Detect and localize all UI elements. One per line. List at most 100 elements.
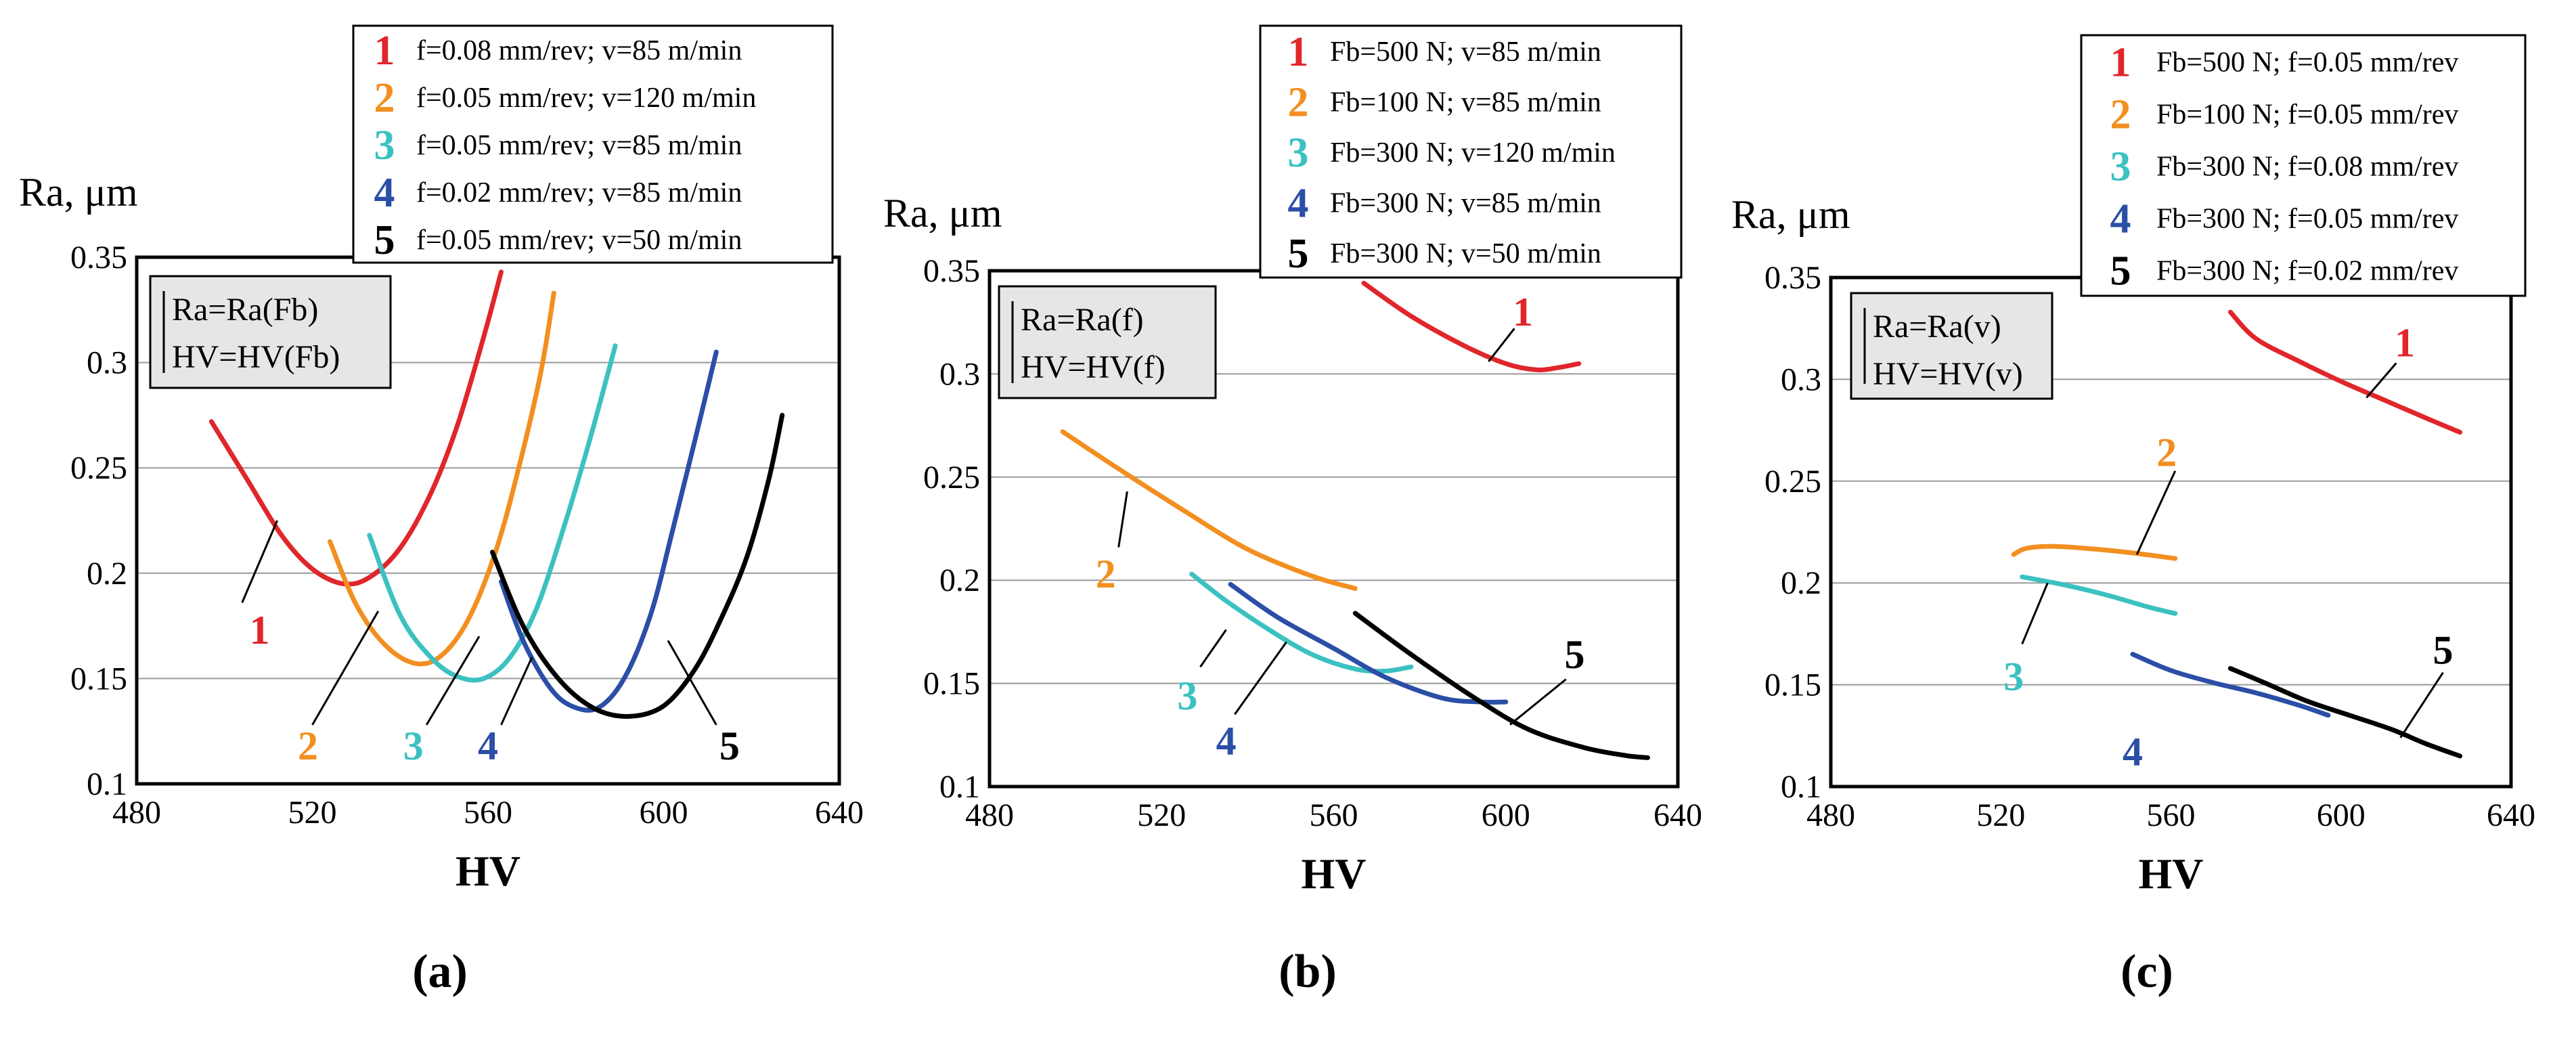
ytick-label-c-0: 0.1 [1781,769,1821,805]
ytick-label-a-0: 0.1 [87,766,127,802]
legend-number-a-2: 2 [374,75,395,121]
legend-text-b-4: Fb=300 N; v=85 m/min [1330,187,1601,219]
xtick-label-b-4: 640 [1653,797,1702,833]
legend-number-b-4: 4 [1288,180,1309,226]
xtick-label-a-2: 560 [464,795,512,831]
panel-label-b: (b) [1279,946,1337,998]
curve-label-b-3: 3 [1177,674,1197,718]
chart-panel-b: 0.1 0.15 0.2 0.25 0.3 0.35 480 520 560 600 640 Ra, … [883,24,1702,998]
panel-label-c: (c) [2120,946,2173,998]
relation-line-b-0: Ra=Ra(f) [1021,302,1144,338]
xtick-label-b-3: 600 [1482,797,1530,833]
legend-box-a [352,24,834,264]
legend-text-c-4: Fb=300 N; f=0.05 mm/rev [2156,204,2458,235]
series-line-b-5 [1352,611,1650,760]
chart-panel-a: 0.1 0.15 0.2 0.25 0.3 0.35 480 520 560 600 640 Ra, … [19,24,864,998]
curve-label-c-3: 3 [2003,655,2024,699]
legend-text-b-2: Fb=100 N; v=85 m/min [1330,87,1601,118]
series-line-c-1 [2227,309,2463,435]
legend-number-c-2: 2 [2110,92,2131,138]
ytick-label-a-2: 0.2 [87,556,127,592]
relation-line-a-1: HV=HV(Fb) [172,339,340,375]
ytick-label-b-4: 0.3 [939,356,980,392]
legend-number-a-1: 1 [374,28,395,74]
series-line-b-3 [1189,571,1414,674]
relation-line-c-0: Ra=Ra(v) [1873,309,2001,345]
curve-label-b-1: 1 [1513,290,1533,334]
xtick-label-c-0: 480 [1806,797,1855,833]
legend-number-a-4: 4 [374,170,395,216]
ytick-label-a-1: 0.15 [70,661,127,697]
panel-label-a: (a) [412,946,468,998]
curve-label-b-2: 2 [1096,552,1116,596]
series-line-a-2 [328,290,556,667]
legend-text-c-2: Fb=100 N; f=0.05 mm/rev [2156,100,2458,131]
y-axis-label-b: Ra, μm [883,191,1002,236]
curve-label-c-1: 1 [2395,320,2415,365]
legend-text-c-1: Fb=500 N; f=0.05 mm/rev [2156,47,2458,79]
y-axis-label-a: Ra, μm [19,170,138,215]
curve-label-c-5: 5 [2433,627,2453,672]
ytick-label-b-3: 0.25 [923,460,980,495]
curve-label-b-4: 4 [1216,719,1237,764]
xtick-label-a-4: 640 [815,795,864,831]
series-line-c-5 [2227,666,2463,759]
legend-text-a-2: f=0.05 mm/rev; v=120 m/min [416,83,756,114]
series-line-b-2 [1060,429,1358,591]
legend-number-c-3: 3 [2110,144,2131,190]
legend-number-b-2: 2 [1288,80,1309,126]
legend-text-b-1: Fb=500 N; v=85 m/min [1330,37,1601,68]
leader-line-a-1 [241,520,278,603]
leader-line-b-1 [1488,328,1515,363]
series-line-b-4 [1228,581,1509,705]
ytick-label-c-5: 0.35 [1764,260,1821,296]
curve-label-a-2: 2 [298,724,318,768]
series-line-a-1 [208,269,504,587]
legend-number-b-3: 3 [1288,130,1309,176]
ytick-label-a-3: 0.25 [70,450,127,486]
legend-box-c [2080,34,2527,297]
leader-line-c-2 [2135,470,2177,555]
ytick-label-a-5: 0.35 [70,240,127,275]
leader-line-a-5 [667,640,717,726]
ytick-label-c-4: 0.3 [1781,361,1821,397]
relation-line-c-1: HV=HV(v) [1873,356,2023,392]
series-line-c-3 [2020,574,2178,616]
relation-box-b [998,285,1217,399]
legend-box-b [1259,24,1683,279]
ytick-label-b-0: 0.1 [939,769,980,805]
legend-number-a-3: 3 [374,123,395,169]
legend-text-a-5: f=0.05 mm/rev; v=50 m/min [416,225,742,256]
curve-label-b-5: 5 [1564,632,1584,677]
ytick-label-a-4: 0.3 [87,345,127,381]
curve-label-a-3: 3 [403,724,424,768]
xtick-label-c-2: 560 [2147,797,2196,833]
ytick-label-c-1: 0.15 [1764,667,1821,703]
legend-text-c-3: Fb=300 N; f=0.08 mm/rev [2156,152,2458,183]
xtick-label-c-1: 520 [1976,797,2025,833]
curve-label-a-4: 4 [478,724,498,768]
curve-label-c-2: 2 [2156,431,2177,475]
chart-panel-c: 0.1 0.15 0.2 0.25 0.3 0.35 480 520 560 600 640 Ra, … [1731,34,2535,998]
xtick-label-c-3: 600 [2317,797,2366,833]
relation-line-b-1: HV=HV(f) [1021,349,1165,385]
x-axis-label-a: HV [456,847,520,895]
legend-text-a-1: f=0.08 mm/rev; v=85 m/min [416,35,742,66]
leader-line-b-2 [1117,491,1128,548]
leader-line-c-3 [2021,582,2049,645]
legend-number-c-4: 4 [2110,196,2131,242]
legend-text-b-5: Fb=300 N; v=50 m/min [1330,238,1601,269]
leader-line-a-2 [311,611,380,726]
xtick-label-b-2: 560 [1310,797,1358,833]
xtick-label-a-1: 520 [288,795,337,831]
legend-text-a-3: f=0.05 mm/rev; v=85 m/min [416,130,742,161]
ytick-label-b-1: 0.15 [923,666,980,702]
series-line-c-2 [2011,544,2178,561]
series-line-c-4 [2130,652,2331,718]
xtick-label-b-0: 480 [965,797,1014,833]
ytick-label-b-2: 0.2 [939,562,980,598]
series-line-a-4 [499,349,719,713]
curve-label-c-4: 4 [2123,730,2143,774]
relation-box-a [149,275,392,389]
